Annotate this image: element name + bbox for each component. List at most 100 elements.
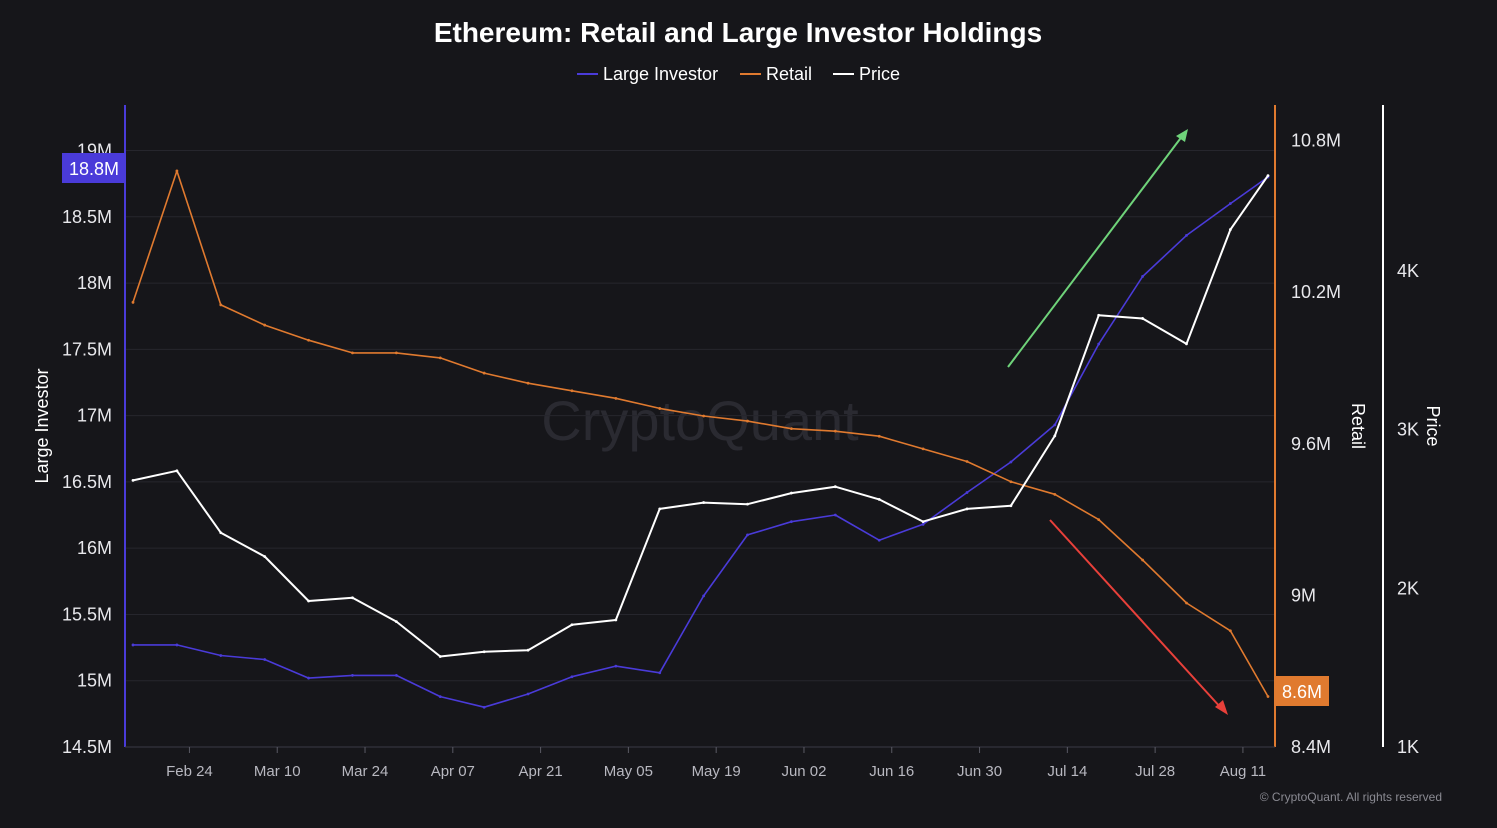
retail-point <box>790 427 793 431</box>
price-point <box>1228 228 1232 231</box>
price-tick-label: 2K <box>1397 578 1419 598</box>
retail-point <box>351 351 354 355</box>
price-point <box>702 501 706 504</box>
retail-point <box>877 434 881 438</box>
retail-point <box>1266 695 1270 698</box>
watermark: CryptoQuant <box>541 389 859 452</box>
price-point <box>219 531 223 535</box>
price-axis-ticks: 4K 3K 2K 1K <box>1397 261 1419 757</box>
left-value-badge: 18.8M <box>62 153 126 183</box>
large-investor-point <box>570 675 574 679</box>
large-investor-point <box>131 643 135 647</box>
retail-axis-ticks: 10.8M 10.2M 9.6M 9M 8.4M <box>1291 131 1341 757</box>
price-point <box>1009 504 1013 508</box>
price-point <box>877 498 881 501</box>
series-layer <box>131 169 1270 709</box>
left-badge-label: 18.8M <box>69 159 119 179</box>
legend-label-retail: Retail <box>766 64 812 84</box>
left-tick-label: 17M <box>77 406 112 426</box>
large-investor-point <box>394 674 398 677</box>
x-tick-label: May 05 <box>604 763 653 780</box>
retail-point <box>1228 629 1232 633</box>
large-investor-line-points <box>131 175 1270 709</box>
retail-tick-label: 10.8M <box>1291 131 1341 151</box>
retail-point <box>394 351 398 355</box>
left-tick-label: 14.5M <box>62 737 112 757</box>
price-point <box>263 555 267 558</box>
large-investor-point <box>1009 460 1013 464</box>
large-investor-point <box>614 664 618 668</box>
price-point <box>614 618 618 622</box>
retail-point <box>1097 518 1101 522</box>
large-investor-point <box>702 594 706 598</box>
chart-title: Ethereum: Retail and Large Investor Hold… <box>434 17 1042 48</box>
retail-value-badge: 8.6M <box>1276 676 1329 706</box>
price-point <box>131 478 135 482</box>
retail-tick-label: 8.4M <box>1291 737 1331 757</box>
retail-point <box>219 303 223 307</box>
retail-point <box>1053 492 1057 496</box>
price-line-points <box>131 174 1270 658</box>
price-point <box>1266 174 1270 178</box>
large-investor-point <box>965 491 969 494</box>
price-tick-label: 3K <box>1397 420 1419 440</box>
large-investor-point <box>219 654 223 657</box>
large-investor-point <box>482 705 486 709</box>
red-trend-arrow <box>1049 519 1223 710</box>
price-point <box>175 469 179 473</box>
left-tick-label: 16M <box>77 538 112 558</box>
x-tick-label: Apr 07 <box>431 763 475 780</box>
price-point <box>833 485 837 489</box>
retail-point <box>702 414 706 418</box>
large-investor-point <box>307 676 310 680</box>
price-point <box>746 502 749 506</box>
copyright-notice: © CryptoQuant. All rights reserved <box>1260 790 1442 804</box>
price-point <box>790 491 793 495</box>
retail-point <box>175 169 179 173</box>
large-investor-point <box>1185 233 1188 237</box>
left-tick-label: 18M <box>77 273 112 293</box>
retail-point <box>833 429 837 433</box>
retail-tick-label: 9M <box>1291 585 1316 605</box>
left-tick-label: 18.5M <box>62 207 112 227</box>
price-point <box>1097 313 1101 317</box>
price-point <box>438 655 442 658</box>
x-tick-label: Jul 14 <box>1047 763 1087 780</box>
left-tick-label: 15M <box>77 671 112 691</box>
retail-point <box>570 389 574 393</box>
retail-point <box>263 323 267 327</box>
retail-point <box>1141 558 1144 562</box>
large-investor-point <box>877 538 881 542</box>
price-point <box>1141 317 1144 320</box>
x-tick-label: Jun 30 <box>957 763 1002 780</box>
retail-axis-title: Retail <box>1348 403 1368 449</box>
left-tick-label: 17.5M <box>62 339 112 359</box>
price-point <box>1053 434 1057 438</box>
price-point <box>965 507 969 511</box>
x-tick-label: Aug 11 <box>1220 763 1266 780</box>
large-investor-point <box>438 695 442 699</box>
retail-point <box>307 338 310 342</box>
x-tick-label: Apr 21 <box>518 763 562 780</box>
price-point <box>526 648 530 652</box>
price-axis-title: Price <box>1423 405 1443 446</box>
retail-point <box>1185 601 1188 605</box>
legend-label-large-investor: Large Investor <box>603 64 718 84</box>
retail-line-points <box>131 169 1270 698</box>
left-badge-bg <box>62 153 126 183</box>
retail-point <box>438 356 442 360</box>
left-tick-label: 16.5M <box>62 472 112 492</box>
price-point <box>482 650 486 654</box>
large-investor-point <box>1053 423 1057 427</box>
x-tick-label: Feb 24 <box>166 763 213 780</box>
x-tick-label: Jun 02 <box>781 763 826 780</box>
retail-point <box>658 407 662 410</box>
x-axis-ticks: Feb 24 Mar 10 Mar 24 Apr 07 Apr 21 May 05 May … <box>166 747 1266 780</box>
x-tick-label: Jun 16 <box>869 763 914 780</box>
retail-tick-label: 9.6M <box>1291 434 1331 454</box>
retail-point <box>131 300 135 304</box>
large-investor-point <box>921 522 925 526</box>
left-axis-title: Large Investor <box>32 368 52 483</box>
x-tick-label: May 19 <box>692 763 741 780</box>
